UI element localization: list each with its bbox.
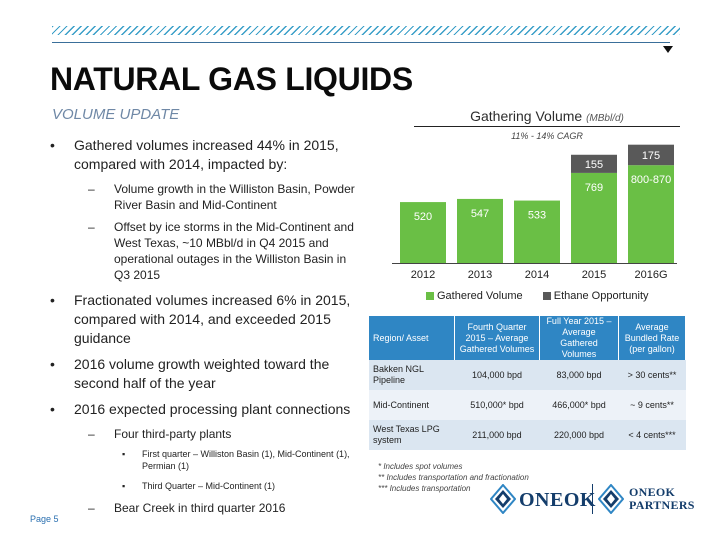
logo-text-line: PARTNERS (629, 498, 695, 512)
table-row: Bakken NGL Pipeline 104,000 bpd 83,000 b… (369, 360, 686, 390)
legend-swatch-ethane (542, 292, 551, 301)
chart-title-rule (414, 126, 680, 127)
bar-value-label: 769 (585, 182, 603, 194)
bullet-icon: • (50, 401, 55, 417)
bullet-text: Fractionated volumes increased 6% in 201… (74, 292, 351, 346)
header-hatch-band (52, 26, 680, 35)
square-bullet-icon: ▪ (122, 449, 126, 459)
table-cell-region: Mid-Continent (373, 399, 430, 410)
sub-sub-bullet-item: ▪ Third Quarter – Mid-Continent (1) (44, 480, 364, 492)
bullet-item: • Gathered volumes increased 44% in 2015,… (44, 136, 364, 174)
sub-bullet-text: Four third-party plants (114, 427, 232, 441)
table-cell: < 4 cents*** (628, 429, 676, 440)
sub-bullet-text: Offset by ice storms in the Mid-Continen… (114, 220, 354, 282)
table-row: West Texas LPG system 211,000 bpd 220,00… (369, 420, 686, 450)
logo-divider (592, 484, 593, 514)
dash-icon: – (88, 501, 95, 515)
sub-sub-bullet-text: First quarter – Williston Basin (1), Mid… (142, 449, 350, 471)
footnote: *** Includes transportation (378, 484, 471, 493)
table-cell: 466,000* bpd (552, 399, 606, 410)
table-header-cell: Region/ Asset (369, 316, 455, 360)
table-cell: 104,000 bpd (471, 369, 522, 380)
dash-icon: – (88, 427, 95, 441)
table-row: Mid-Continent 510,000* bpd 466,000* bpd … (369, 390, 686, 420)
sub-bullet-item: – Bear Creek in third quarter 2016 (44, 500, 364, 516)
bullet-text: 2016 expected processing plant connectio… (74, 401, 351, 417)
oneok-partners-logo-text: ONEOK PARTNERS (629, 486, 695, 512)
bar-value-label: 520 (414, 211, 432, 223)
bullet-text: Gathered volumes increased 44% in 2015, … (74, 137, 339, 172)
triangle-down-icon (663, 46, 673, 53)
bar-gathered-volume (571, 172, 617, 263)
cagr-annotation: 11% - 14% CAGR (511, 131, 583, 141)
table-header-cell: Average Bundled Rate (per gallon) (618, 316, 686, 360)
page-title: NATURAL GAS LIQUIDS (50, 61, 413, 97)
sub-bullet-item: – Volume growth in the Williston Basin, P… (44, 181, 364, 213)
legend-swatch-gathered (426, 292, 434, 301)
table-cell: > 30 cents** (627, 369, 677, 380)
x-tick-label: 2013 (468, 269, 492, 281)
oneok-partners-logo-icon (598, 484, 624, 514)
gathering-volume-chart: 520 2012 547 2013 533 2014 769 155 2015 800-870 17… (392, 144, 677, 281)
table-cell: 220,000 bpd (553, 429, 604, 440)
bar-value-label: 800-870 (631, 174, 671, 186)
sub-bullet-item: – Four third-party plants (44, 426, 364, 442)
x-tick-label: 2012 (411, 269, 435, 281)
dash-icon: – (88, 182, 95, 196)
bullet-text: 2016 volume growth weighted toward the s… (74, 356, 330, 391)
square-bullet-icon: ▪ (122, 481, 126, 491)
chart-title-text: Gathering Volume (470, 108, 583, 124)
chart-legend: Gathered Volume Ethane Opportunity (426, 290, 649, 302)
bullet-icon: • (50, 356, 55, 372)
table-header-cell: Full Year 2015 – Average Gathered Volume… (539, 316, 620, 360)
bar-value-label: 547 (471, 208, 489, 220)
footnote: * Includes spot volumes (378, 462, 463, 471)
page-number: Page 5 (30, 514, 59, 524)
bar-gathered-volume (457, 198, 503, 263)
dash-icon: – (88, 220, 95, 234)
x-tick-label: 2014 (525, 269, 549, 281)
bar-ethane-opportunity (628, 144, 674, 166)
bullet-icon: • (50, 137, 55, 153)
table-header-row: Region/ Asset Fourth Quarter 2015 – Aver… (369, 316, 686, 360)
table-cell: ~ 9 cents** (630, 399, 674, 410)
table-cell: 510,000* bpd (470, 399, 524, 410)
logo-text-line: ONEOK (629, 485, 676, 499)
bullet-item: • Fractionated volumes increased 6% in 20… (44, 291, 364, 348)
chart-units: (MBbl/d) (586, 113, 624, 124)
bullet-item: • 2016 volume growth weighted toward the … (44, 355, 364, 393)
bar-value-label: 533 (528, 210, 546, 222)
page-subtitle: VOLUME UPDATE (52, 106, 180, 123)
oneok-logo-text: ONEOK (519, 489, 596, 511)
gathering-rates-table: Region/ Asset Fourth Quarter 2015 – Aver… (369, 316, 686, 450)
sub-bullet-text: Bear Creek in third quarter 2016 (114, 501, 286, 515)
bullet-list: • Gathered volumes increased 44% in 2015,… (44, 136, 364, 522)
sub-bullet-text: Volume growth in the Williston Basin, Po… (114, 182, 355, 212)
bar-gathered-volume (514, 200, 560, 263)
bar-gathered-volume (628, 165, 674, 263)
x-tick-label: 2016G (634, 269, 667, 281)
bar-ethane-opportunity (571, 154, 617, 173)
bar-gathered-volume (400, 202, 446, 263)
sub-sub-bullet-item: ▪ First quarter – Williston Basin (1), Mi… (44, 448, 364, 472)
table-cell-region: West Texas LPG system (373, 424, 440, 445)
chart-title: Gathering Volume (MBbl/d) (414, 108, 680, 124)
bar-value-label: 175 (642, 150, 660, 162)
header-rule (52, 42, 670, 43)
table-cell-region: Bakken NGL Pipeline (373, 364, 424, 385)
sub-bullet-item: – Offset by ice storms in the Mid-Contine… (44, 219, 364, 283)
table-cell: 83,000 bpd (556, 369, 602, 380)
bar-value-label: 155 (585, 159, 603, 171)
bullet-icon: • (50, 292, 55, 308)
oneok-logo-icon (490, 484, 516, 514)
sub-sub-bullet-text: Third Quarter – Mid-Continent (1) (142, 481, 276, 491)
legend-label-gathered: Gathered Volume (437, 290, 523, 302)
legend-label-ethane: Ethane Opportunity (553, 290, 649, 302)
table-header-cell: Fourth Quarter 2015 – Average Gathered V… (454, 316, 540, 360)
table-footnotes: * Includes spot volumes ** Includes tran… (378, 461, 529, 494)
x-tick-label: 2015 (582, 269, 606, 281)
table-cell: 211,000 bpd (472, 429, 522, 440)
footnote: ** Includes transportation and fractiona… (378, 473, 529, 482)
bullet-item: • 2016 expected processing plant connecti… (44, 400, 364, 419)
